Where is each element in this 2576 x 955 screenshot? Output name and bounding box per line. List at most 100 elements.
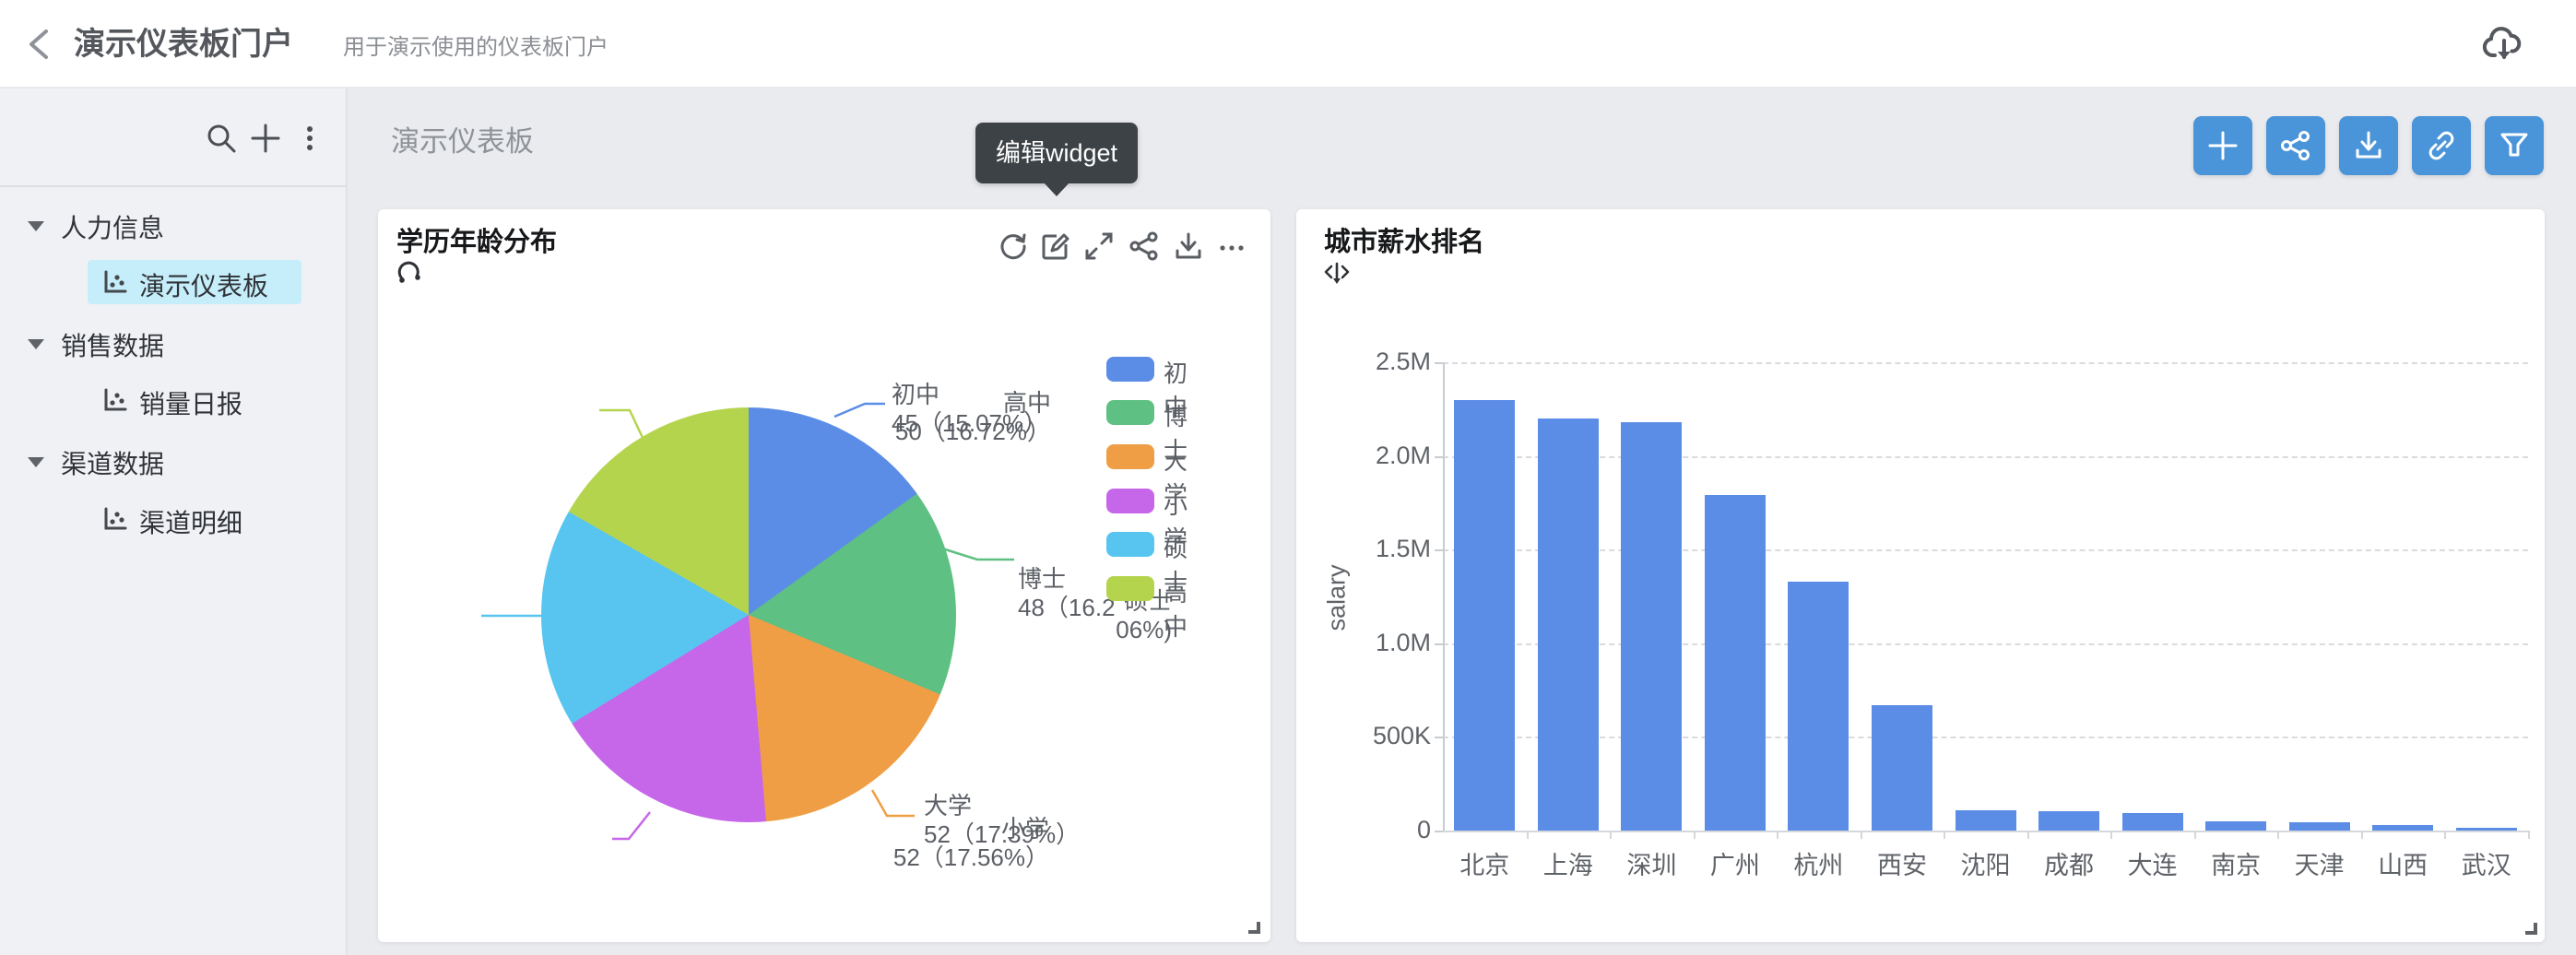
x-tick <box>1777 831 1779 839</box>
x-tick <box>1944 831 1946 839</box>
page-title: 演示仪表板 <box>391 125 534 158</box>
x-tick <box>2027 831 2029 839</box>
refresh-icon[interactable] <box>998 231 1028 261</box>
resize-handle[interactable] <box>2525 923 2537 935</box>
x-tick <box>2528 831 2530 839</box>
more-icon[interactable] <box>1217 231 1247 261</box>
item-label: 渠道明细 <box>139 509 243 537</box>
export-button[interactable] <box>2339 116 2398 175</box>
x-tick-label: 山西 <box>2378 852 2428 879</box>
group-label: 渠道数据 <box>61 450 165 478</box>
x-tick-label: 上海 <box>1542 852 1593 879</box>
x-tick <box>1860 831 1862 839</box>
pie-label-name: 初中 <box>892 381 940 408</box>
caret-down-icon <box>28 221 44 231</box>
chart-icon <box>102 387 128 413</box>
x-tick <box>1693 831 1696 839</box>
legend-label: 硕士 <box>1164 535 1188 596</box>
x-tick-label: 成都 <box>2044 852 2095 879</box>
linkage-icon[interactable] <box>396 259 422 285</box>
x-tick <box>2193 831 2196 839</box>
gridline <box>1443 549 2528 552</box>
y-tick <box>1435 831 1443 832</box>
back-button[interactable] <box>22 26 59 63</box>
sidebar-group-channel[interactable]: 渠道数据 <box>0 442 346 483</box>
link-button[interactable] <box>2412 116 2471 175</box>
bar-杭州[interactable] <box>1788 581 1849 831</box>
x-tick <box>2360 831 2363 839</box>
legend-swatch <box>1106 400 1154 425</box>
bar-南京[interactable] <box>2205 820 2267 831</box>
x-tick-label: 天津 <box>2294 852 2345 879</box>
sidebar-item-channel-detail[interactable]: 渠道明细 <box>88 497 301 541</box>
add-widget-button[interactable] <box>2193 116 2252 175</box>
chevron-left-icon <box>30 29 48 59</box>
sidebar-group-hr[interactable]: 人力信息 <box>0 206 346 247</box>
y-tick-label: 1.0M <box>1375 628 1431 656</box>
tooltip-text: 编辑widget <box>995 139 1118 167</box>
more-vertical-icon[interactable] <box>293 122 326 155</box>
bar-北京[interactable] <box>1454 399 1516 831</box>
x-axis <box>1443 831 2528 832</box>
y-tick <box>1435 643 1443 645</box>
share-widget-icon[interactable] <box>1129 231 1159 261</box>
pie-leader-line <box>870 789 915 818</box>
pie-slice-label: 初中 45（15.07%） <box>892 381 1047 438</box>
legend-label: 小学 <box>1164 491 1188 553</box>
pie-leader-line <box>612 811 651 841</box>
bar-成都[interactable] <box>2038 810 2100 831</box>
x-tick <box>2444 831 2447 839</box>
bar-大连[interactable] <box>2121 812 2183 831</box>
legend-label: 大学 <box>1164 447 1188 509</box>
y-tick <box>1435 737 1443 739</box>
group-label: 人力信息 <box>61 214 165 242</box>
bar-深圳[interactable] <box>1621 422 1683 831</box>
download-widget-icon[interactable] <box>1174 231 1203 261</box>
cloud-download-icon[interactable] <box>2478 18 2530 70</box>
filter-button[interactable] <box>2485 116 2544 175</box>
bar-广州[interactable] <box>1704 495 1766 831</box>
gridline <box>1443 362 2528 364</box>
fullscreen-icon[interactable] <box>1084 231 1114 261</box>
item-label: 演示仪表板 <box>139 272 269 301</box>
pie-leader-line <box>833 402 885 419</box>
gridline <box>1443 737 2528 739</box>
pie-label-name: 小学 <box>1000 815 1049 843</box>
pie-slice-label: 博士 48（16.2 <box>1018 565 1116 622</box>
x-tick-label: 沈阳 <box>1960 852 2011 879</box>
y-axis <box>1443 362 1445 831</box>
share-button[interactable] <box>2266 116 2325 175</box>
bar-上海[interactable] <box>1537 418 1599 831</box>
pie-leader-line <box>941 547 1014 561</box>
legend-swatch <box>1106 532 1154 557</box>
pie-slice-label: 高中 50（16.72%） <box>895 389 1051 446</box>
drill-icon[interactable] <box>1324 261 1350 287</box>
bar-武汉[interactable] <box>2455 827 2517 831</box>
legend-swatch <box>1106 444 1154 469</box>
bar-天津[interactable] <box>2288 821 2350 831</box>
search-icon[interactable] <box>205 122 238 155</box>
y-tick-label: 500K <box>1372 722 1431 750</box>
pie-label-name: 大学 <box>924 792 973 819</box>
chart-icon <box>102 506 128 532</box>
y-tick-label: 2.0M <box>1375 441 1431 469</box>
sidebar-group-sales[interactable]: 销售数据 <box>0 324 346 365</box>
x-tick-label: 南京 <box>2211 852 2262 879</box>
bar-沈阳[interactable] <box>1955 809 2016 831</box>
caret-down-icon <box>28 457 44 467</box>
pie-chart[interactable] <box>541 407 956 822</box>
add-icon[interactable] <box>249 122 282 155</box>
bar-山西[interactable] <box>2372 824 2434 831</box>
resize-handle[interactable] <box>1248 922 1260 934</box>
edit-widget-icon[interactable] <box>1040 231 1069 261</box>
caret-down-icon <box>28 339 44 349</box>
widget-title: 学历年龄分布 <box>396 228 558 257</box>
sidebar-item-demo-dashboard[interactable]: 演示仪表板 <box>88 260 301 304</box>
legend-label: 博士 <box>1164 403 1188 465</box>
sidebar-item-sales-daily[interactable]: 销量日报 <box>88 378 301 422</box>
bar-西安[interactable] <box>1871 704 1932 831</box>
portal-subtitle: 用于演示使用的仪表板门户 <box>343 35 609 60</box>
legend-label: 高中 <box>1164 579 1188 641</box>
pie-label-name: 高中 <box>1002 389 1051 417</box>
x-tick-label: 杭州 <box>1793 852 1844 879</box>
